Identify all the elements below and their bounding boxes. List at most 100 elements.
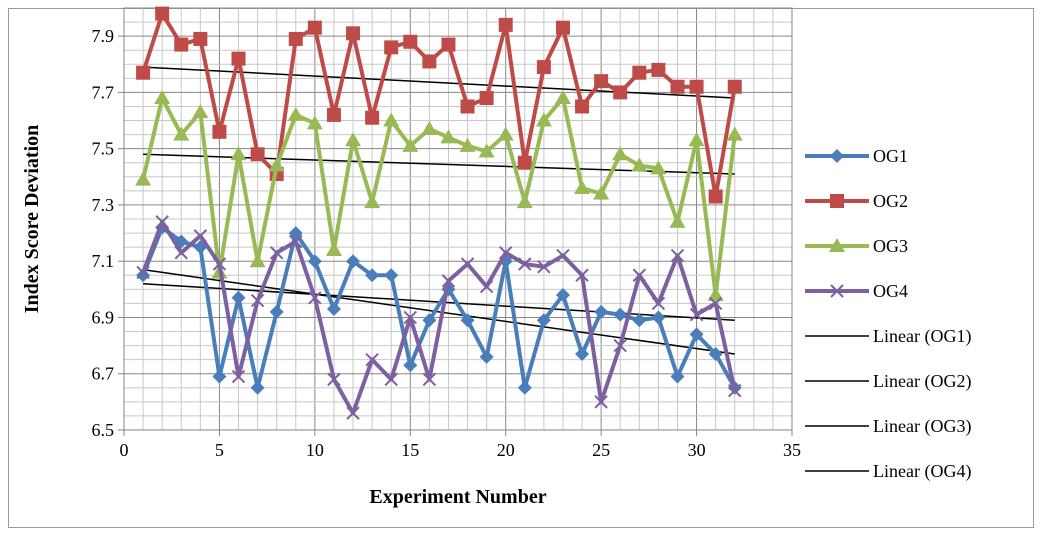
data-point-triangle: [440, 129, 457, 144]
data-point-x: [613, 338, 627, 353]
data-point-triangle: [154, 90, 171, 105]
data-point-triangle: [574, 180, 591, 195]
data-point-square: [613, 85, 628, 100]
data-point-triangle: [478, 143, 495, 158]
data-point-x: [594, 395, 608, 409]
legend-item-linear-og2: Linear (OG2): [805, 371, 971, 392]
x-tick-label: 20: [497, 440, 515, 460]
data-point-x: [365, 352, 379, 367]
data-point-x: [136, 265, 150, 280]
legend-item-og4: OG4: [805, 281, 908, 301]
data-point-diamond: [307, 254, 322, 269]
data-point-diamond: [830, 149, 844, 163]
data-point-diamond: [613, 307, 628, 322]
y-tick-label: 6.9: [92, 307, 115, 327]
data-point-diamond: [479, 349, 494, 364]
data-point-diamond: [575, 347, 590, 362]
data-point-diamond: [231, 290, 246, 305]
data-point-x: [651, 296, 666, 311]
x-tick-label: 15: [401, 440, 419, 460]
legend-label: OG2: [873, 191, 908, 211]
data-point-triangle: [192, 104, 209, 119]
plot-area: [123, 7, 793, 431]
data-point-square: [346, 26, 361, 41]
data-point-triangle: [306, 115, 323, 130]
data-point-x: [193, 229, 208, 243]
data-point-triangle: [173, 126, 190, 141]
data-point-square: [727, 79, 742, 94]
data-point-triangle: [230, 146, 247, 161]
data-point-square: [403, 34, 418, 49]
data-point-triangle: [612, 146, 629, 161]
series-line: [141, 225, 737, 390]
data-point-diamond: [517, 380, 532, 395]
series-og1: [136, 220, 742, 395]
data-point-triangle: [650, 160, 667, 175]
legend-label: OG1: [873, 146, 908, 166]
y-tick-label: 7.9: [92, 26, 115, 46]
legend: OG1 OG2 OG3 OG4 Linear (OG1) Linear (OG2) Line…: [805, 146, 971, 482]
data-point-x: [460, 257, 475, 271]
data-point-square: [288, 31, 303, 46]
data-point-triangle: [829, 238, 845, 252]
data-point-square: [498, 17, 513, 32]
data-point-x: [575, 268, 589, 282]
data-point-triangle: [345, 132, 362, 147]
data-point-triangle: [383, 112, 400, 127]
data-point-x: [708, 296, 723, 311]
data-point-square: [830, 194, 844, 208]
data-point-triangle: [497, 126, 514, 141]
data-point-diamond: [536, 313, 551, 328]
data-point-diamond: [288, 226, 303, 241]
legend-label: Linear (OG2): [873, 371, 971, 392]
data-point-triangle: [421, 120, 438, 135]
y-tick-label: 7.7: [92, 82, 115, 102]
data-point-x: [289, 234, 303, 249]
data-point-diamond: [555, 287, 570, 302]
data-point-square: [365, 110, 380, 125]
data-point-diamond: [250, 380, 265, 395]
data-point-square: [708, 189, 723, 204]
legend-item-og1: OG1: [805, 146, 908, 166]
data-point-x: [689, 307, 704, 322]
x-tick-label: 30: [688, 440, 706, 460]
data-point-triangle: [669, 213, 686, 228]
data-point-triangle: [516, 194, 533, 209]
data-point-x: [155, 215, 169, 229]
data-point-triangle: [268, 157, 285, 172]
legend-label: OG4: [873, 281, 908, 301]
data-point-triangle: [535, 112, 552, 127]
legend-item-og2: OG2: [805, 191, 908, 211]
data-point-triangle: [325, 241, 342, 256]
data-point-x: [479, 279, 494, 294]
data-point-triangle: [135, 171, 152, 186]
data-point-diamond: [708, 347, 723, 362]
x-tick-label: 10: [306, 440, 324, 460]
data-point-square: [479, 91, 494, 106]
data-point-square: [136, 65, 151, 80]
y-tick-label: 7.3: [92, 195, 115, 215]
data-point-x: [499, 246, 513, 260]
x-tick-label: 25: [592, 440, 610, 460]
data-point-diamond: [136, 268, 151, 283]
data-point-diamond: [365, 268, 380, 283]
x-axis-title: Experiment Number: [369, 486, 546, 508]
data-point-diamond: [212, 369, 227, 384]
data-point-triangle: [287, 106, 304, 121]
x-axis-ticks: 0 5 10 15 20 25 30 35: [120, 430, 801, 460]
data-point-square: [555, 20, 570, 35]
data-point-diamond: [422, 313, 437, 328]
data-point-triangle: [631, 157, 648, 172]
data-point-square: [517, 155, 532, 170]
data-point-x: [537, 260, 551, 274]
data-point-square: [594, 74, 609, 89]
data-point-square: [307, 20, 322, 35]
data-point-square: [174, 37, 189, 52]
data-point-x: [518, 257, 532, 271]
data-point-diamond: [651, 310, 666, 325]
data-point-x: [632, 268, 647, 282]
data-point-triangle: [364, 194, 381, 209]
data-point-square: [422, 54, 437, 69]
legend-label: Linear (OG3): [873, 416, 971, 437]
